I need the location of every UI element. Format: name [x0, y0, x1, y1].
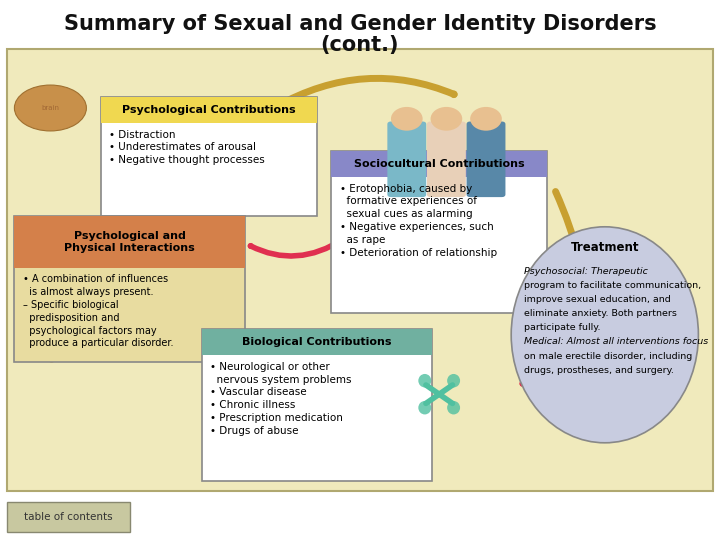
Ellipse shape [14, 85, 86, 131]
FancyBboxPatch shape [7, 502, 130, 532]
Text: (cont.): (cont.) [320, 35, 400, 55]
Text: Psychological Contributions: Psychological Contributions [122, 105, 296, 115]
Text: Medical: Almost all interventions focus: Medical: Almost all interventions focus [524, 338, 708, 347]
Text: Treatment: Treatment [570, 241, 639, 254]
FancyBboxPatch shape [7, 49, 713, 491]
Text: drugs, prostheses, and surgery.: drugs, prostheses, and surgery. [524, 366, 674, 375]
FancyBboxPatch shape [202, 329, 432, 355]
FancyBboxPatch shape [14, 216, 245, 362]
Ellipse shape [418, 401, 431, 415]
Text: Psychosocial: Therapeutic: Psychosocial: Therapeutic [524, 267, 648, 276]
Ellipse shape [447, 374, 460, 388]
Ellipse shape [447, 401, 460, 415]
Text: Biological Contributions: Biological Contributions [242, 338, 392, 347]
Text: • Neurological or other
  nervous system problems
• Vascular disease
• Chronic i: • Neurological or other nervous system p… [210, 362, 352, 436]
FancyBboxPatch shape [331, 151, 547, 177]
Ellipse shape [418, 374, 431, 388]
Ellipse shape [511, 227, 698, 443]
Circle shape [470, 107, 502, 131]
Text: eliminate anxiety. Both partners: eliminate anxiety. Both partners [524, 309, 677, 319]
Text: Psychological and
Physical Interactions: Psychological and Physical Interactions [64, 231, 195, 253]
Circle shape [391, 107, 423, 131]
FancyBboxPatch shape [14, 216, 245, 268]
Circle shape [431, 107, 462, 131]
Text: on male erectile disorder, including: on male erectile disorder, including [524, 352, 693, 361]
Text: • A combination of influences
  is almost always present.
– Specific biological
: • A combination of influences is almost … [23, 274, 174, 348]
FancyBboxPatch shape [331, 151, 547, 313]
Text: table of contents: table of contents [24, 512, 113, 522]
Text: • Distraction
• Underestimates of arousal
• Negative thought processes: • Distraction • Underestimates of arousa… [109, 130, 265, 165]
Text: participate fully.: participate fully. [524, 323, 600, 333]
FancyBboxPatch shape [467, 122, 505, 197]
FancyBboxPatch shape [101, 97, 317, 216]
Text: Summary of Sexual and Gender Identity Disorders: Summary of Sexual and Gender Identity Di… [63, 14, 657, 33]
Text: • Erotophobia, caused by
  formative experiences of
  sexual cues as alarming
• : • Erotophobia, caused by formative exper… [340, 184, 497, 258]
FancyBboxPatch shape [101, 97, 317, 123]
FancyBboxPatch shape [427, 122, 466, 197]
Text: program to facilitate communication,: program to facilitate communication, [524, 281, 701, 291]
Text: improve sexual education, and: improve sexual education, and [524, 295, 671, 305]
FancyBboxPatch shape [202, 329, 432, 481]
Text: Sociocultural Contributions: Sociocultural Contributions [354, 159, 524, 169]
Text: brain: brain [42, 105, 60, 111]
FancyBboxPatch shape [387, 122, 426, 197]
